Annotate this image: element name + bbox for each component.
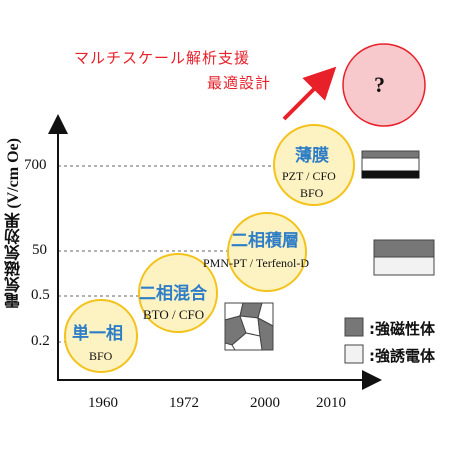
x-tick-2000: 2000 [250,395,280,411]
stage-two-phase-mixed-material: BTO / CFO [143,307,205,322]
stage-single-phase-title: 単一相 [72,324,123,344]
bubble-two-phase-laminated [227,212,307,292]
legend-ferromagnetic-label: :強磁性体 [369,318,435,339]
y-tick-0.5: 0.5 [31,287,50,303]
legend-ferromagnetic-text: 強磁性体 [375,320,436,338]
stage-two-phase-laminated-title: 二相積層 [231,231,299,251]
headline-line2: 最適設計 [207,74,272,92]
y-axis-title-kanji: 電気磁気効果 [4,212,23,309]
laminate-stack-icon [373,239,435,276]
y-axis-title-units: (V/cm Oe) [5,138,22,209]
legend-swatch-ferromagnetic [344,317,364,337]
stage-single-phase-material: BFO [89,349,113,363]
x-tick-1972: 1972 [169,395,199,411]
stage-thin-film-material-2: BFO [300,186,324,200]
stage-thin-film-title: 薄膜 [295,146,329,166]
y-axis-title: 電気磁気効果 (V/cm Oe) [2,138,26,309]
bubble-two-phase-mixed [138,253,218,333]
y-tick-0.2: 0.2 [31,333,50,349]
headline-line1: マルチスケール解析支援 [74,49,251,67]
x-tick-2010: 2010 [316,395,346,411]
legend-prefix: : [369,320,375,338]
legend-prefix: : [369,347,375,365]
legend-ferroelectric-label: :強誘電体 [369,345,435,366]
composite-grain-icon [224,302,274,351]
legend-ferroelectric-text: 強誘電体 [375,347,436,365]
y-tick-700: 700 [24,157,47,173]
future-question-mark: ? [374,72,385,97]
legend-swatch-ferroelectric [344,344,364,364]
bubble-thin-film [273,124,355,206]
stage-thin-film-material: PZT / CFO [282,169,336,183]
thin-film-stack-icon [361,150,420,179]
bubble-single-phase [64,299,138,373]
trend-arrow [282,66,337,121]
future-circle [342,43,426,127]
stage-two-phase-laminated-material: PMN-PT / Terfenol-D [203,256,310,270]
stage-two-phase-mixed-title: 二相混合 [139,284,207,304]
x-tick-1960: 1960 [88,395,118,411]
y-tick-50: 50 [32,242,47,258]
